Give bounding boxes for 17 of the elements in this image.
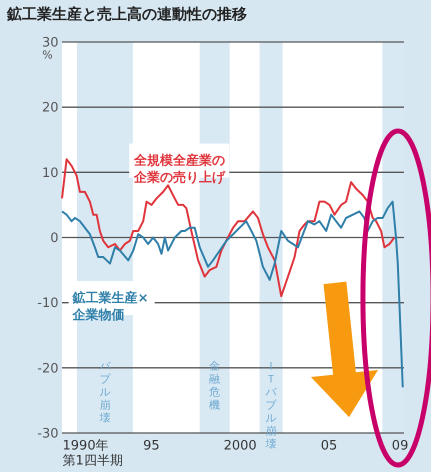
text: 鉱工業生産×企業物価 bbox=[72, 290, 149, 324]
y-tick-label: 0 bbox=[50, 231, 58, 246]
x-tick-label: 1990年第1四半期 bbox=[62, 438, 123, 468]
series-label: 全規模全産業の企業の売り上げ bbox=[132, 152, 226, 186]
y-tick-label: 20 bbox=[42, 100, 58, 116]
x-tick-label: 2000 bbox=[224, 438, 257, 454]
y-axis-title: % bbox=[42, 48, 53, 62]
y-tick-label: 30 bbox=[42, 36, 58, 50]
line-series bbox=[61, 200, 404, 388]
x-tick-label: 95 bbox=[143, 438, 160, 454]
y-tick-label: -30 bbox=[37, 426, 58, 442]
y-tick-label: -10 bbox=[37, 296, 58, 312]
x-tick-label: 05 bbox=[320, 438, 338, 454]
y-tick-label: 10 bbox=[42, 166, 58, 181]
chart-title: 鉱工業生産と売上高の連動性の推移 bbox=[6, 5, 247, 23]
y-tick-label: -20 bbox=[37, 361, 58, 376]
x-tick-label: 09 bbox=[392, 438, 408, 454]
